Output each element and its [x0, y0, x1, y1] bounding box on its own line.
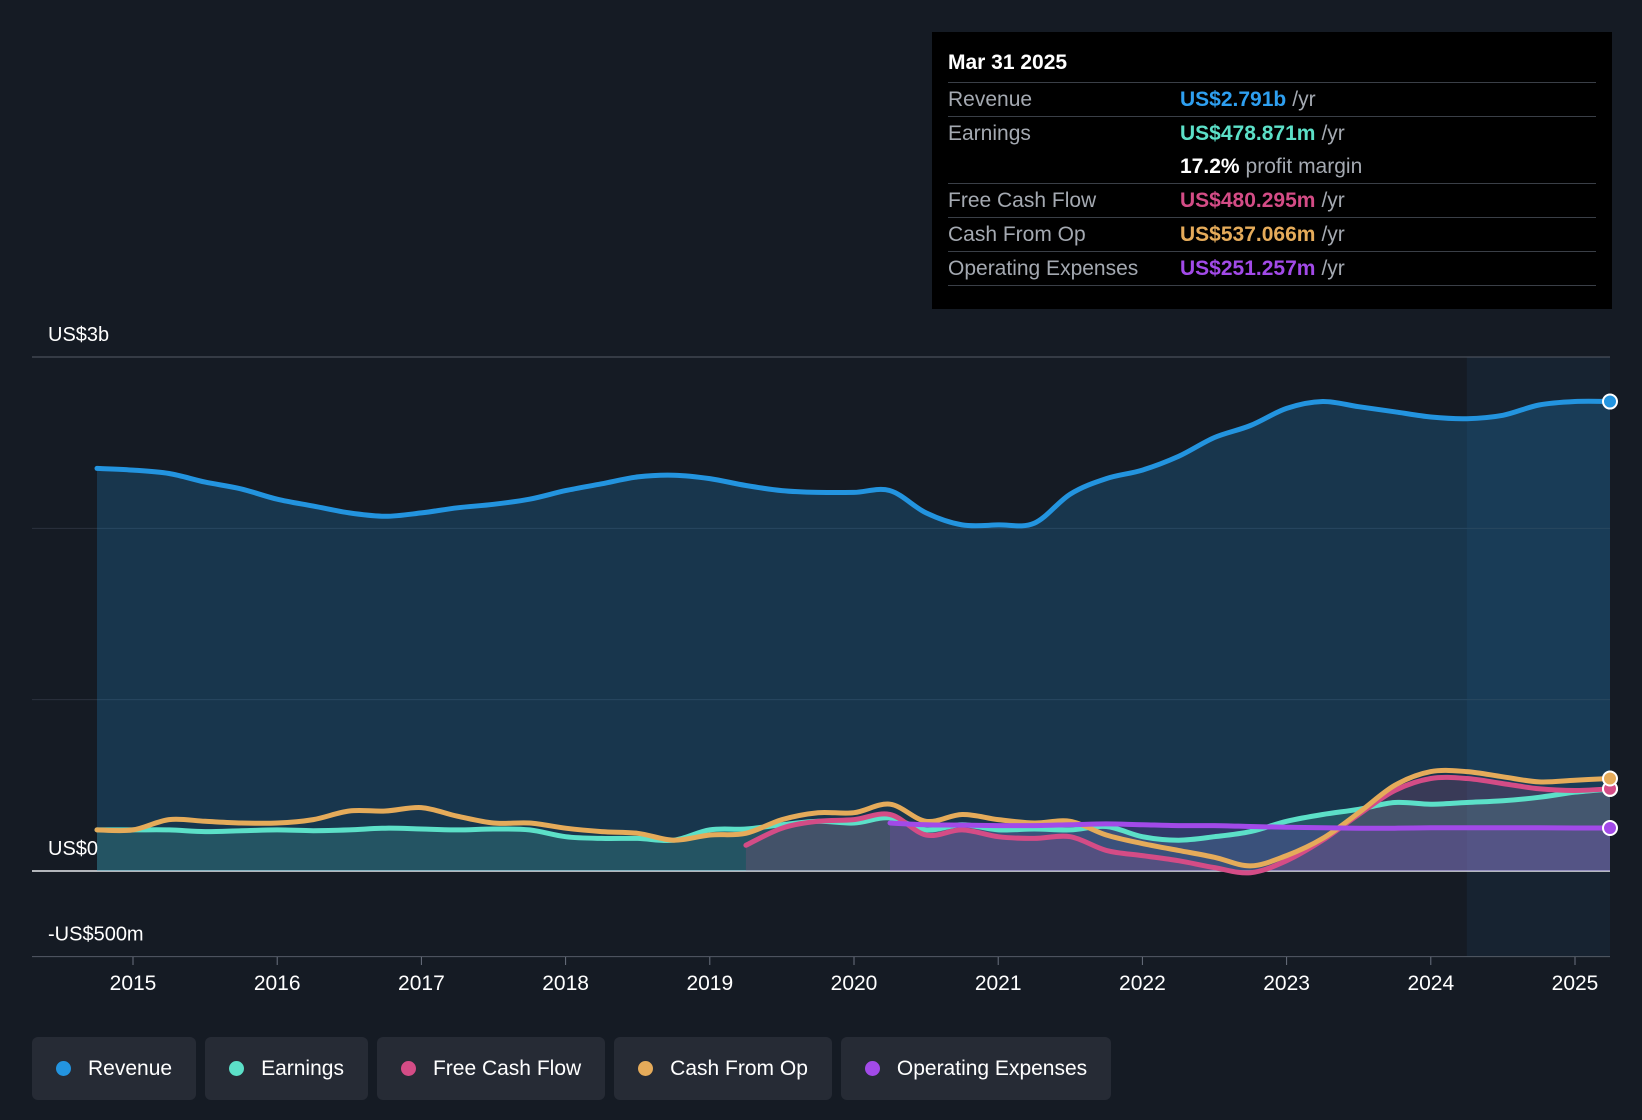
tooltip-row-free-cash-flow: Free Cash Flow US$480.295m /yr — [948, 184, 1596, 218]
tooltip-row-operating-expenses: Operating Expenses US$251.257m /yr — [948, 252, 1596, 286]
tooltip-date: Mar 31 2025 — [948, 46, 1596, 83]
tooltip-value-revenue: US$2.791b — [1180, 87, 1287, 111]
tooltip-profit-margin-value: 17.2% — [1180, 154, 1240, 178]
tooltip-unit-operating-expenses: /yr — [1321, 256, 1345, 280]
tooltip-unit-free-cash-flow: /yr — [1321, 188, 1345, 212]
legend-item-cash-from-op[interactable]: Cash From Op — [614, 1037, 832, 1100]
legend-item-earnings[interactable]: Earnings — [205, 1037, 368, 1100]
y-axis-label-zero: US$0 — [48, 838, 98, 860]
legend-dot-cash-from-op — [638, 1061, 654, 1076]
legend-item-free-cash-flow[interactable]: Free Cash Flow — [376, 1037, 606, 1100]
x-axis-ticks: 2015 2016 2017 2018 2019 2020 2021 2022 2023 2024… — [110, 957, 1599, 995]
x-tick-label: 2016 — [254, 972, 301, 995]
tooltip-value-cash-from-op: US$537.066m — [1180, 222, 1316, 246]
y-axis-label-top: US$3b — [48, 324, 109, 346]
x-tick-label: 2025 — [1552, 972, 1599, 995]
tooltip-label-cash-from-op: Cash From Op — [948, 222, 1086, 246]
tooltip-label-operating-expenses: Operating Expenses — [948, 256, 1139, 280]
x-tick-label: 2019 — [686, 972, 733, 995]
revenue-area — [97, 401, 1610, 871]
x-tick-label: 2024 — [1407, 972, 1454, 995]
series-lines — [94, 398, 1610, 876]
chart-area: US$3b US$0 -US$500m 2015 2016 2017 2018 2019… — [32, 324, 1618, 995]
legend-item-revenue[interactable]: Revenue — [32, 1037, 197, 1100]
tooltip-row-revenue: Revenue US$2.791b /yr — [948, 83, 1596, 117]
free-cash-flow-line — [743, 774, 1610, 876]
x-tick-label: 2017 — [398, 972, 445, 995]
tooltip-label-free-cash-flow: Free Cash Flow — [948, 188, 1097, 212]
legend-label-free-cash-flow: Free Cash Flow — [432, 1056, 582, 1080]
x-tick-label: 2021 — [975, 972, 1022, 995]
cash-from-op-end-marker — [1602, 770, 1618, 787]
cash-from-op-line — [94, 767, 1610, 869]
legend-dot-free-cash-flow — [400, 1061, 416, 1076]
legend-dot-earnings — [229, 1061, 245, 1076]
x-tick-label: 2018 — [542, 972, 589, 995]
tooltip-unit-earnings: /yr — [1321, 121, 1345, 145]
tooltip-unit-revenue: /yr — [1292, 87, 1316, 111]
x-tick-label: 2020 — [831, 972, 878, 995]
tooltip-value-operating-expenses: US$251.257m — [1180, 256, 1316, 280]
end-markers — [1602, 393, 1618, 836]
earnings-line — [94, 786, 1610, 844]
tooltip-label-revenue: Revenue — [948, 87, 1033, 111]
grid-lines — [32, 356, 1610, 958]
revenue-end-marker — [1602, 393, 1618, 410]
operating-expenses-line — [887, 820, 1610, 831]
revenue-line — [94, 398, 1610, 529]
series-fills — [97, 401, 1610, 873]
legend-dot-operating-expenses — [864, 1061, 880, 1076]
tooltip-row-earnings: Earnings US$478.871m /yr — [948, 117, 1596, 150]
tooltip-value-free-cash-flow: US$480.295m — [1180, 188, 1316, 212]
tooltip-row-cash-from-op: Cash From Op US$537.066m /yr — [948, 218, 1596, 252]
tooltip-value-earnings: US$478.871m — [1180, 121, 1316, 145]
data-tooltip: Mar 31 2025 Revenue US$2.791b /yr Earnin… — [932, 32, 1612, 309]
tooltip-profit-margin-text: profit margin — [1245, 154, 1363, 178]
legend-label-revenue: Revenue — [88, 1056, 173, 1080]
operating-expenses-end-marker — [1602, 819, 1618, 836]
tooltip-unit-cash-from-op: /yr — [1321, 222, 1345, 246]
earnings-area — [97, 788, 1610, 871]
legend-dot-revenue — [56, 1061, 71, 1076]
y-axis-label-bottom: -US$500m — [48, 924, 144, 946]
chart-legend: Revenue Earnings Free Cash Flow Cash Fro… — [32, 1037, 1112, 1100]
legend-item-operating-expenses[interactable]: Operating Expenses — [840, 1037, 1112, 1100]
forecast-highlight-band — [1466, 357, 1610, 957]
x-tick-label: 2015 — [110, 972, 157, 995]
tooltip-label-earnings: Earnings — [948, 121, 1031, 145]
x-tick-label: 2023 — [1263, 972, 1310, 995]
legend-label-earnings: Earnings — [261, 1056, 344, 1080]
legend-label-cash-from-op: Cash From Op — [670, 1056, 808, 1080]
tooltip-row-profit-margin: 17.2% profit margin — [948, 150, 1596, 184]
legend-label-operating-expenses: Operating Expenses — [896, 1056, 1088, 1080]
x-tick-label: 2022 — [1119, 972, 1166, 995]
